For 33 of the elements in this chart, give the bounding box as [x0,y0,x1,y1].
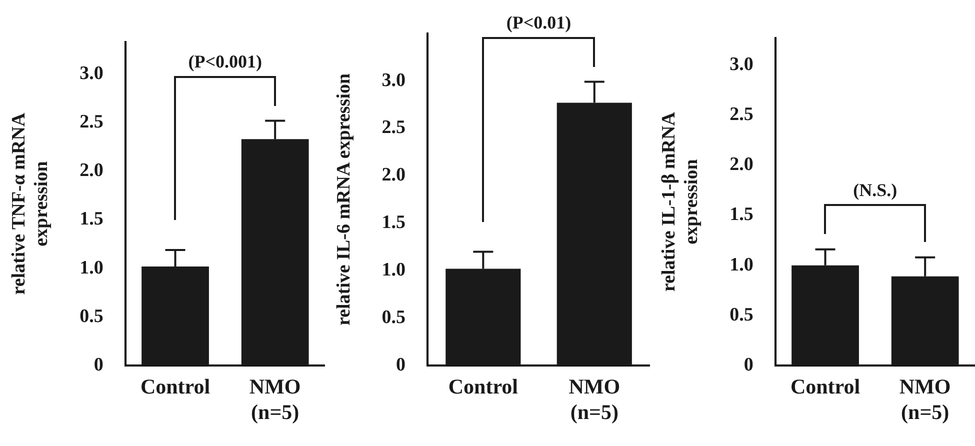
y-tick-label: 2.5 [382,117,406,138]
y-tick-label: 1.0 [730,254,754,276]
y-tick-label: 0.5 [80,306,104,327]
y-tick-label: 1.5 [730,204,754,226]
y-tick-label: 1.0 [382,260,406,281]
y-tick-label: 2.5 [80,112,104,133]
x-tick-label: Control [140,374,210,399]
y-tick-label: 2.0 [730,154,754,176]
y-tick-label: 0 [396,354,406,376]
annotation: (P<0.001) [188,51,262,72]
x-tick-label: NMO (n=5) [568,374,620,424]
y-axis-title: relative IL-1-β mRNA expression [658,112,702,292]
y-tick-label: 0 [94,354,104,376]
y-tick-label: 3.0 [80,62,104,84]
y-axis-title: relative TNF-α mRNA expression [8,112,52,295]
y-tick-label: 0.5 [382,307,406,328]
y-tick-label: 0.5 [730,304,754,326]
y-tick-label: 2.5 [730,104,754,126]
x-tick-label: NMO (n=5) [249,374,301,424]
x-tick-label: Control [790,374,860,399]
y-tick-label: 3.0 [382,70,406,91]
y-tick-label: 0 [744,354,754,376]
y-tick-label: 2.0 [382,164,406,186]
y-axis-title: relative IL-6 mRNA expression [333,73,354,326]
y-tick-label: 1.5 [80,208,104,230]
y-tick-label: 1.0 [80,257,104,278]
y-tick-label: 3.0 [730,54,754,75]
y-tick-label: 2.0 [80,160,104,182]
x-tick-label: NMO (n=5) [899,374,951,424]
y-tick-label: 1.5 [382,212,406,234]
text: (P<0.01) [506,12,572,32]
annotation: (N.S.) [853,180,898,200]
x-tick-label: Control [448,374,518,399]
